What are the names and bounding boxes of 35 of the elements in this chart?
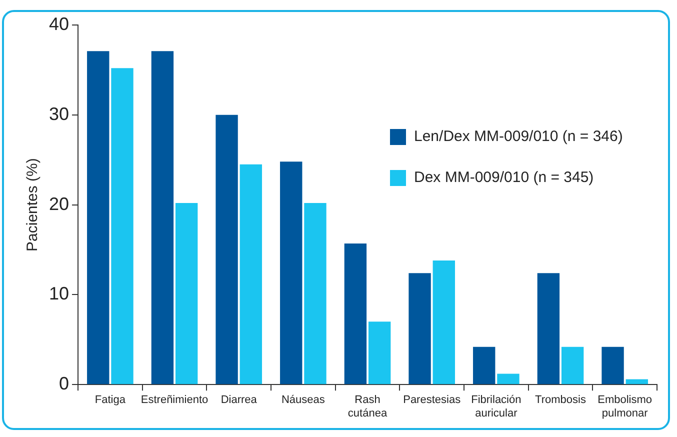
bar — [87, 51, 110, 384]
bar — [111, 68, 134, 384]
y-tick-label: 40 — [48, 14, 70, 34]
bar — [175, 203, 198, 384]
y-tick-label: 10 — [48, 284, 70, 304]
bar — [432, 260, 455, 384]
y-tick-label: 0 — [59, 374, 70, 394]
bar — [561, 346, 584, 384]
x-tick-label: Rash cutánea — [348, 394, 388, 420]
bar — [304, 203, 326, 384]
bar — [626, 379, 648, 384]
x-tick-label: Parestesias — [403, 394, 462, 406]
x-tick-label: Trombosis — [535, 394, 586, 406]
bar — [216, 114, 238, 384]
legend-label: Len/Dex MM-009/010 (n = 346) — [414, 128, 623, 145]
bar — [602, 346, 624, 384]
y-tick-label: 20 — [48, 194, 70, 214]
bar — [240, 164, 262, 384]
bar — [368, 322, 391, 384]
x-tick-label: Náuseas — [281, 394, 326, 406]
x-tick-label: Embolismo pulmonar — [598, 394, 652, 420]
y-tick-label: 30 — [48, 104, 70, 124]
bar — [497, 374, 520, 384]
bar — [537, 273, 560, 384]
x-tick-label: Diarrea — [220, 394, 258, 406]
x-tick-label: Fibrilación auricular — [471, 394, 522, 420]
bar — [344, 243, 367, 384]
x-tick-label: Estreñimiento — [140, 394, 208, 406]
bar — [408, 273, 431, 384]
bar — [151, 51, 174, 384]
bar — [280, 162, 302, 384]
y-axis-title: Pacientes (%) — [24, 158, 42, 252]
x-tick-label: Fatiga — [94, 394, 126, 406]
legend-label: Dex MM-009/010 (n = 345) — [414, 169, 594, 186]
bar — [473, 346, 496, 384]
